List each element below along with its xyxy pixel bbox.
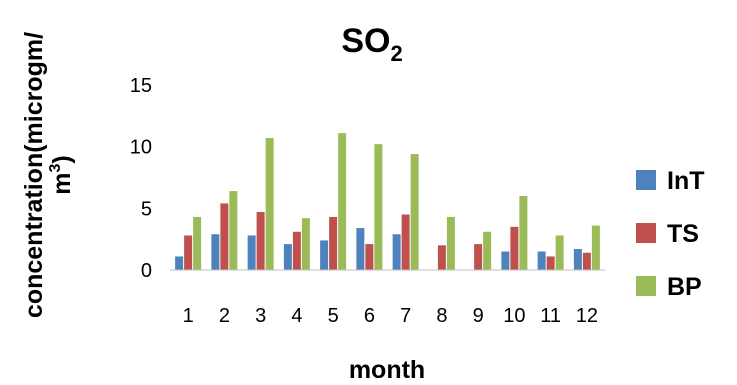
x-tick-label: 9 [473, 305, 484, 327]
legend-label-ts: TS [667, 220, 699, 248]
legend-label-bp: BP [667, 273, 702, 301]
x-axis-title: month [349, 356, 425, 384]
x-tick-label: 12 [576, 305, 598, 327]
bar-int-month-12 [573, 249, 582, 270]
legend: InT TS BP [636, 167, 705, 301]
y-axis-ticks: 0 5 10 15 [130, 75, 152, 282]
bar-bp-month-11 [555, 235, 564, 270]
bar-int-month-4 [283, 244, 292, 270]
bar-bp-month-1 [193, 216, 202, 270]
y-tick-label: 10 [130, 137, 152, 159]
chart-title: SO2 [341, 22, 402, 66]
bar-int-month-2 [211, 234, 220, 270]
y-tick-label: 15 [130, 75, 152, 97]
y-axis-title-line2: m3) [47, 155, 76, 194]
x-tick-label: 8 [436, 305, 447, 327]
bar-ts-month-1 [184, 235, 193, 270]
bar-series-group [175, 133, 600, 270]
chart-title-main: SO [341, 22, 390, 60]
legend-label-int: InT [667, 167, 705, 195]
bar-int-month-7 [392, 234, 401, 270]
bar-ts-month-3 [256, 212, 265, 270]
y-axis-title-superscript: 3 [47, 164, 64, 173]
bar-bp-month-12 [591, 225, 600, 270]
x-tick-label: 2 [219, 305, 230, 327]
bar-ts-month-12 [582, 252, 591, 270]
legend-swatch-bp [636, 276, 656, 296]
x-tick-label: 5 [328, 305, 339, 327]
bar-ts-month-11 [546, 256, 555, 270]
y-axis-title-unit: m [48, 173, 76, 195]
legend-swatch-int [636, 170, 656, 190]
y-axis-title-close: ) [48, 155, 76, 163]
legend-swatch-ts [636, 223, 656, 243]
bar-bp-month-5 [338, 133, 347, 270]
bar-int-month-3 [247, 235, 256, 270]
bar-int-month-5 [320, 240, 329, 270]
y-tick-label: 5 [141, 198, 152, 220]
bar-ts-month-6 [365, 244, 374, 270]
y-axis-title-line1: concentration(microgm/ [20, 32, 48, 318]
x-tick-label: 7 [400, 305, 411, 327]
bar-int-month-10 [501, 251, 510, 270]
x-tick-label: 11 [540, 305, 561, 327]
x-tick-label: 3 [255, 305, 266, 327]
bar-bp-month-10 [519, 196, 528, 270]
x-axis-ticks: 1 2 3 4 5 6 7 8 9 10 11 12 [183, 305, 598, 327]
bar-bp-month-4 [301, 218, 310, 270]
bar-int-month-6 [356, 228, 365, 270]
bar-ts-month-10 [510, 226, 519, 270]
bar-bp-month-3 [265, 138, 274, 270]
bar-ts-month-4 [292, 231, 301, 270]
bar-bp-month-2 [229, 191, 238, 270]
y-axis-title: concentration(microgm/ m3) [20, 32, 76, 318]
bar-ts-month-5 [329, 216, 338, 270]
bar-ts-month-7 [401, 214, 410, 270]
bar-int-month-11 [537, 251, 546, 270]
bar-bp-month-9 [483, 231, 492, 270]
chart-title-subscript: 2 [390, 41, 402, 66]
x-tick-label: 6 [364, 305, 375, 327]
bar-bp-month-7 [410, 154, 419, 270]
bar-ts-month-2 [220, 203, 229, 270]
x-tick-label: 4 [291, 305, 302, 327]
x-tick-label: 1 [183, 305, 194, 327]
bar-ts-month-9 [474, 244, 483, 270]
y-tick-label: 0 [141, 260, 152, 282]
bar-bp-month-8 [446, 216, 455, 270]
bar-int-month-1 [175, 256, 184, 270]
bar-ts-month-8 [437, 245, 446, 270]
bar-bp-month-6 [374, 144, 383, 270]
x-tick-label: 10 [503, 305, 525, 327]
